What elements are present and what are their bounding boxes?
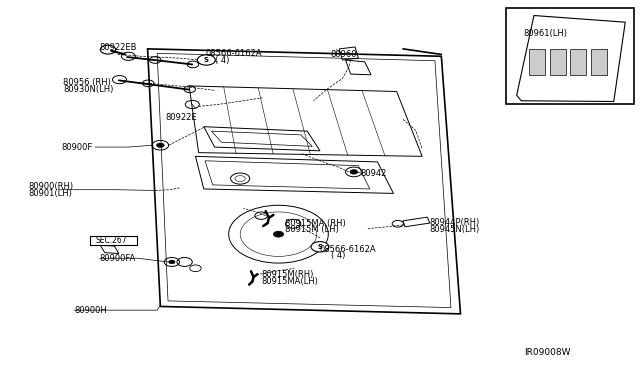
FancyBboxPatch shape [90, 235, 138, 245]
Text: S: S [204, 57, 209, 63]
Bar [570, 49, 586, 75]
Text: 80945N(LH): 80945N(LH) [430, 225, 480, 234]
Circle shape [350, 170, 358, 174]
Bar [591, 49, 607, 75]
Circle shape [157, 143, 164, 147]
Text: 80915M(RH): 80915M(RH) [261, 270, 314, 279]
Text: 08566-6162A: 08566-6162A [320, 244, 376, 253]
Text: 80900FA: 80900FA [100, 254, 136, 263]
Circle shape [311, 241, 329, 252]
Circle shape [197, 55, 215, 65]
Text: IR09008W: IR09008W [524, 347, 571, 356]
Bar [506, 8, 634, 105]
Text: 80960: 80960 [330, 50, 356, 59]
Text: 80901(LH): 80901(LH) [29, 189, 73, 198]
Text: 80900H: 80900H [74, 306, 107, 315]
Text: 80915MA(LH): 80915MA(LH) [261, 277, 318, 286]
Text: 80922E: 80922E [166, 113, 197, 122]
Circle shape [273, 231, 284, 237]
Text: 08566-6162A: 08566-6162A [205, 49, 262, 58]
Text: 80961(LH): 80961(LH) [523, 29, 567, 38]
Text: 80944P(RH): 80944P(RH) [430, 218, 480, 227]
Text: 80922EB: 80922EB [100, 42, 137, 51]
Text: ( 4): ( 4) [214, 56, 229, 65]
Bar [529, 49, 545, 75]
Text: 80956 (RH): 80956 (RH) [63, 78, 111, 87]
Text: 80900F: 80900F [61, 142, 93, 151]
Text: 80900(RH): 80900(RH) [29, 182, 74, 190]
Bar [550, 49, 566, 75]
Text: 80915M (LH): 80915M (LH) [285, 225, 339, 234]
Text: S: S [317, 244, 323, 250]
Text: 80915MA (RH): 80915MA (RH) [285, 219, 346, 228]
Text: 80930N(LH): 80930N(LH) [63, 85, 114, 94]
Text: SEC.267: SEC.267 [95, 236, 127, 246]
Text: 80942: 80942 [361, 169, 387, 177]
Circle shape [169, 260, 175, 264]
Text: ( 4): ( 4) [332, 251, 346, 260]
